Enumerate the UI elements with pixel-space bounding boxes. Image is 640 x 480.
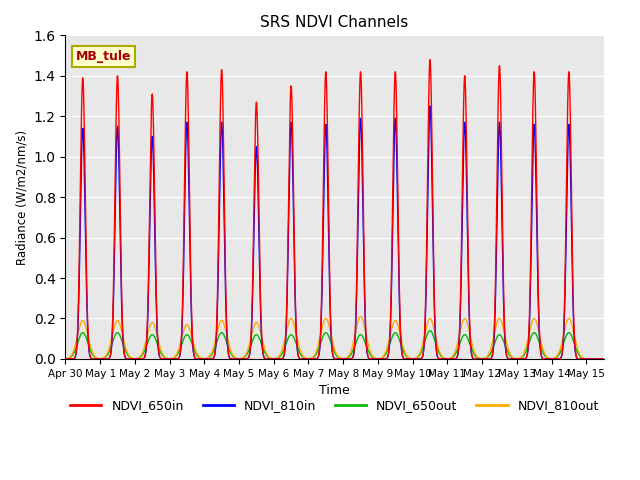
Title: SRS NDVI Channels: SRS NDVI Channels bbox=[260, 15, 408, 30]
Text: MB_tule: MB_tule bbox=[76, 50, 132, 63]
X-axis label: Time: Time bbox=[319, 384, 350, 397]
Legend: NDVI_650in, NDVI_810in, NDVI_650out, NDVI_810out: NDVI_650in, NDVI_810in, NDVI_650out, NDV… bbox=[65, 395, 604, 418]
Y-axis label: Radiance (W/m2/nm/s): Radiance (W/m2/nm/s) bbox=[15, 130, 28, 264]
